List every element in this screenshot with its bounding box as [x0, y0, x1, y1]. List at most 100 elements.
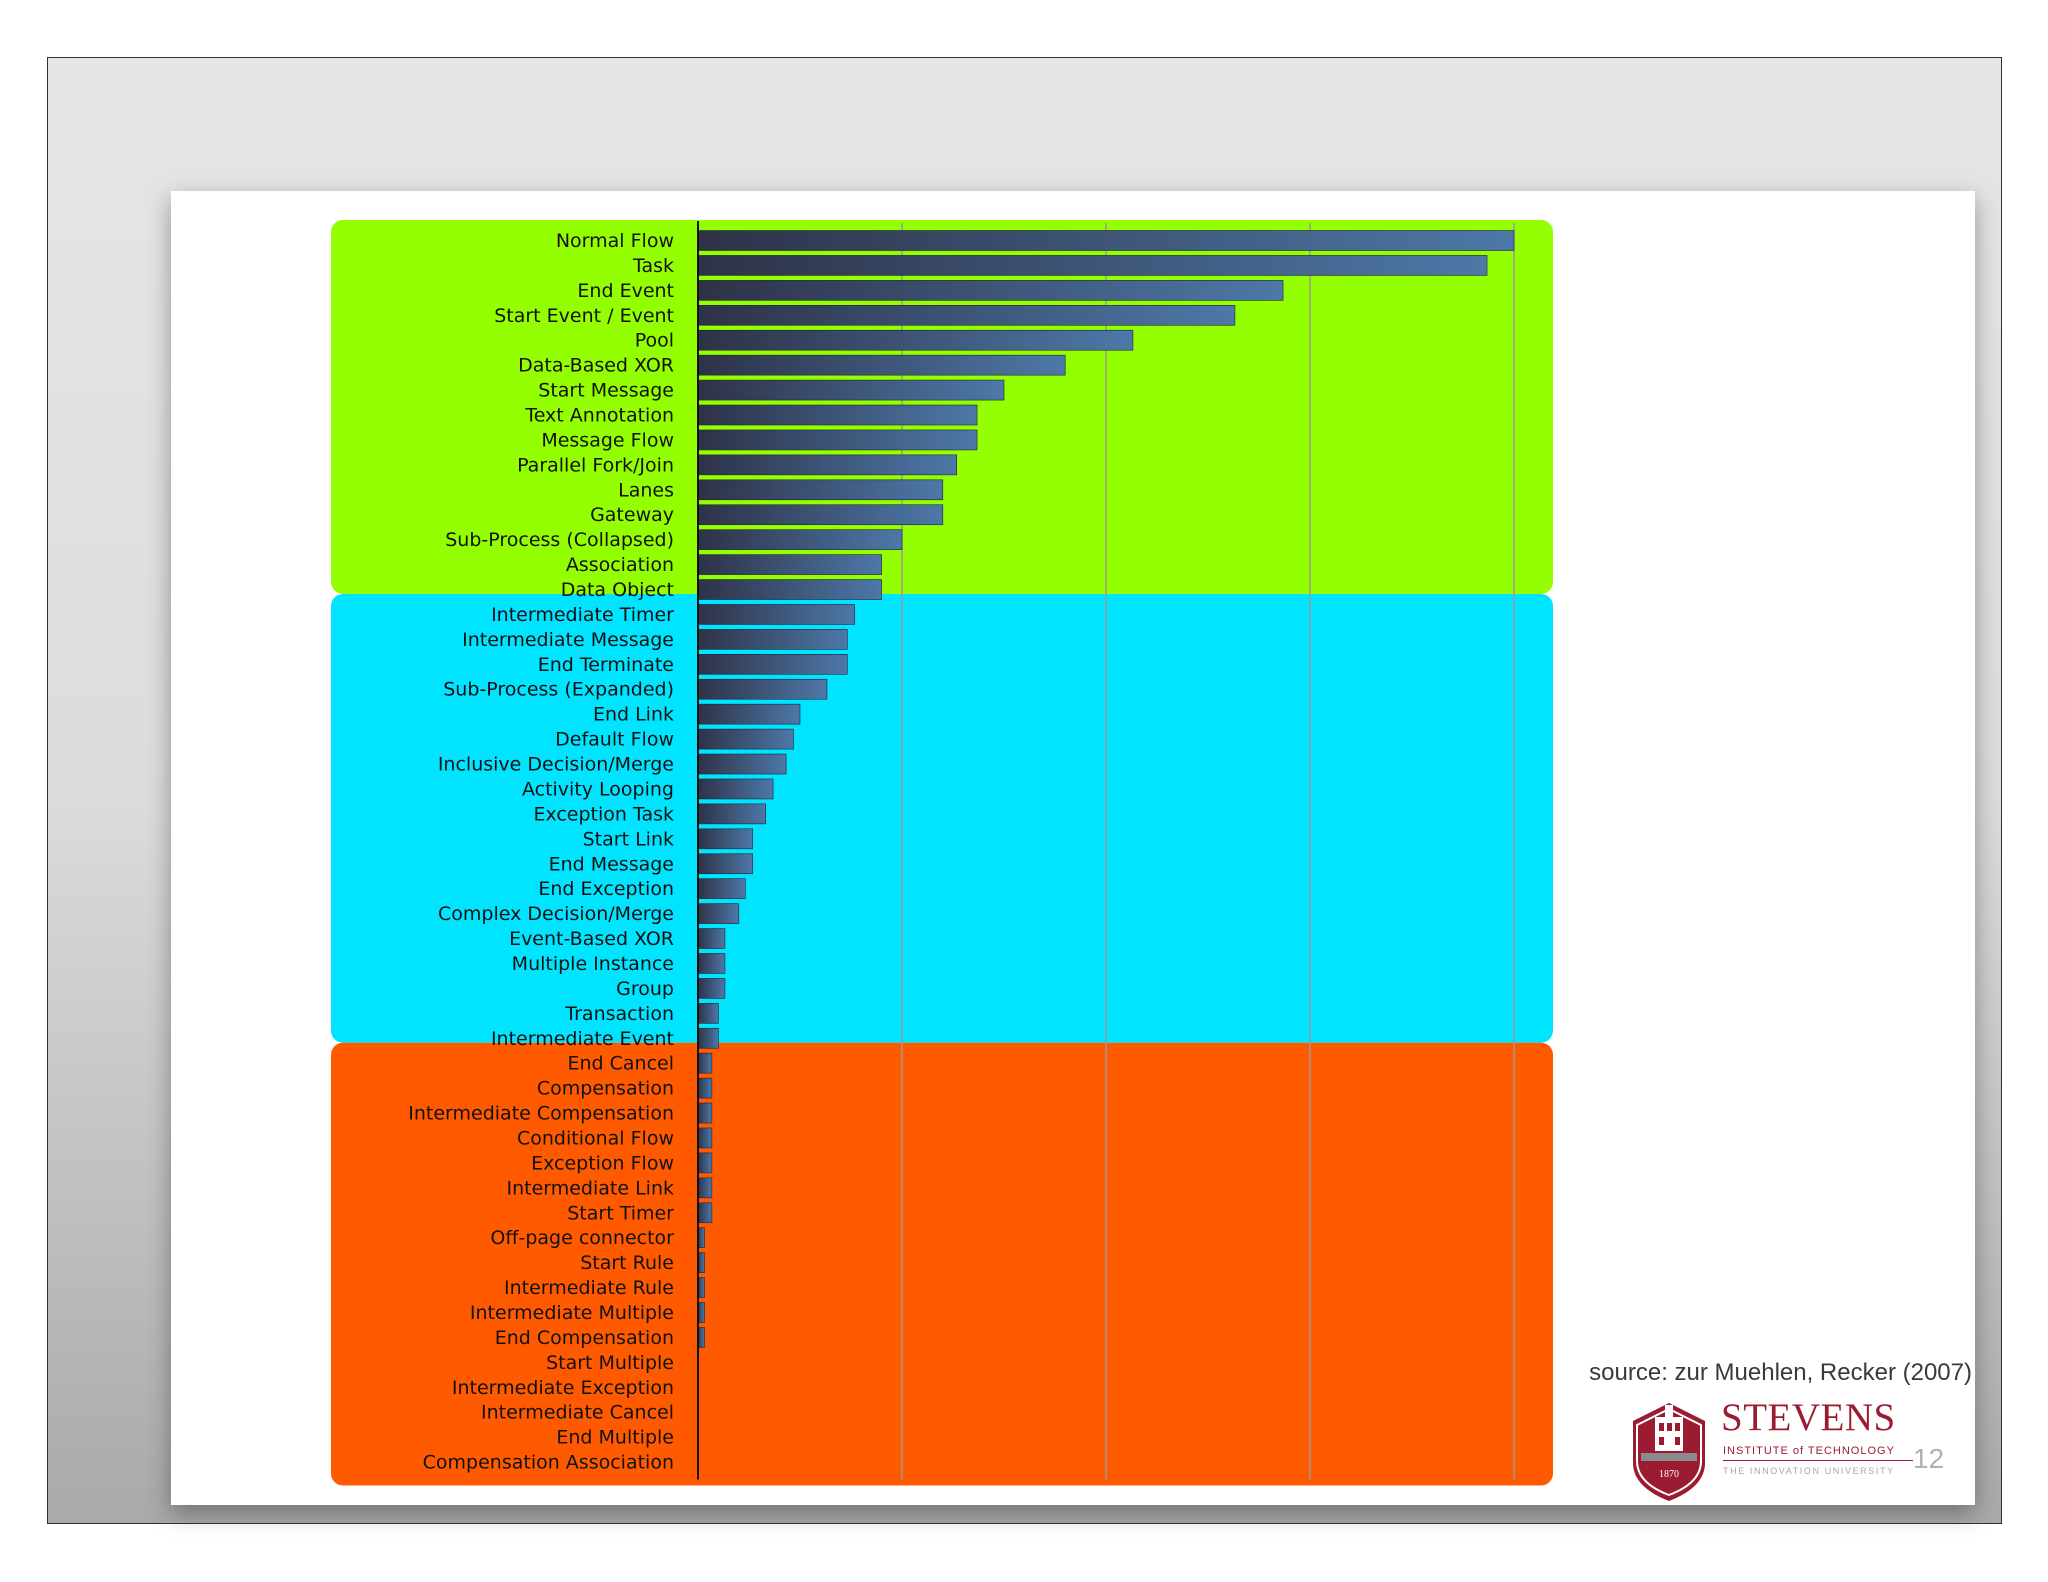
bar [697, 1077, 713, 1099]
category-label: End Message [549, 853, 674, 875]
category-label: Normal Flow [556, 230, 674, 252]
bar [697, 703, 801, 725]
logo-subtitle: INSTITUTE of TECHNOLOGY [1723, 1445, 1913, 1461]
category-label: Exception Task [533, 803, 674, 825]
category-label: End Event [577, 280, 674, 302]
category-label: Multiple Instance [512, 953, 674, 975]
category-label: End Terminate [538, 654, 674, 676]
bar [697, 953, 726, 974]
category-label: Association [566, 554, 674, 576]
category-label: Start Link [583, 828, 674, 850]
bar-chart: Normal Flow Task End Event Start Event / Ev… [331, 220, 1553, 1486]
bar [697, 230, 1515, 251]
bar [697, 878, 746, 899]
bar [697, 1027, 719, 1049]
category-label: Activity Looping [522, 778, 674, 800]
category-label: Start Rule [580, 1252, 674, 1274]
bar [697, 678, 828, 700]
category-label: Task [632, 255, 674, 277]
category-label: Start Event / Event [494, 305, 674, 327]
category-label: Text Annotation [524, 405, 674, 427]
category-label: Start Message [538, 380, 674, 402]
bar [697, 304, 1236, 326]
category-label: Intermediate Rule [504, 1277, 674, 1299]
category-label: Parallel Fork/Join [517, 454, 674, 476]
category-label: Intermediate Event [491, 1028, 674, 1050]
bar [697, 255, 1488, 276]
stevens-logo: 1870 STEVENS INSTITUTE of TECHNOLOGY THE… [1627, 1391, 1917, 1503]
logo-name: STEVENS [1721, 1396, 1896, 1439]
category-label: End Cancel [567, 1053, 674, 1075]
category-label: Exception Flow [531, 1152, 674, 1174]
category-label: Event-Based XOR [509, 928, 674, 950]
category-label: Off-page connector [490, 1227, 674, 1249]
bar [697, 1052, 713, 1074]
category-group-panel [331, 593, 1553, 1043]
bar [697, 1152, 713, 1174]
category-label: Compensation [537, 1078, 674, 1100]
bar [697, 853, 753, 875]
bar [697, 1202, 713, 1224]
shield-emblem-icon: 1870 [1633, 1403, 1705, 1501]
bar [697, 828, 753, 850]
bar [697, 329, 1134, 351]
category-label: Data Object [561, 579, 674, 601]
bar [697, 654, 848, 675]
category-label: Message Flow [541, 429, 674, 451]
category-label: Gateway [590, 504, 674, 526]
category-label: Compensation Association [423, 1452, 674, 1474]
slide-frame: Normal Flow Task End Event Start Event / Ev… [47, 57, 2002, 1524]
logo-year: 1870 [1659, 1469, 1679, 1480]
category-label: Inclusive Decision/Merge [438, 754, 674, 776]
bar [697, 554, 882, 575]
bar [697, 479, 944, 501]
category-label: Complex Decision/Merge [438, 903, 674, 925]
bar [697, 504, 944, 526]
bar [697, 529, 903, 550]
page-number: 12 [1913, 1443, 1945, 1474]
bar [697, 1127, 713, 1149]
logo-tagline: THE INNOVATION UNIVERSITY [1723, 1466, 1895, 1476]
bar [697, 978, 726, 999]
bar [697, 1003, 719, 1024]
bar [697, 728, 794, 750]
category-label: End Exception [538, 878, 674, 900]
category-label: Pool [635, 330, 674, 352]
bar [697, 579, 882, 600]
category-label: Sub-Process (Expanded) [443, 679, 674, 701]
category-label: Start Timer [567, 1202, 674, 1224]
category-group-panel [331, 1042, 1553, 1486]
category-label: Intermediate Multiple [470, 1302, 674, 1324]
category-label: End Multiple [556, 1427, 674, 1449]
bar [697, 604, 855, 625]
category-label: Start Multiple [546, 1352, 674, 1374]
category-label: Data-Based XOR [518, 355, 674, 377]
bar [697, 803, 767, 825]
source-caption: source: zur Muehlen, Recker (2007) [1589, 1359, 1972, 1386]
bar [697, 280, 1284, 301]
bar [697, 753, 787, 775]
slide: Normal Flow Task End Event Start Event / Ev… [171, 191, 1975, 1505]
category-label: Sub-Process (Collapsed) [445, 529, 674, 551]
bar [697, 903, 740, 924]
bar [697, 1102, 713, 1124]
category-label: Intermediate Exception [452, 1377, 674, 1399]
category-label: Intermediate Message [462, 629, 674, 651]
bar [697, 454, 957, 476]
bar [697, 778, 774, 800]
category-label: Intermediate Timer [491, 604, 674, 626]
bar [697, 1177, 713, 1199]
bar [697, 354, 1066, 376]
category-label: Intermediate Compensation [408, 1103, 674, 1125]
category-label: Default Flow [555, 729, 674, 751]
category-label: Intermediate Link [506, 1177, 674, 1199]
category-label: Group [616, 978, 674, 1000]
bar [697, 429, 978, 451]
bar [697, 404, 978, 426]
bar [697, 928, 726, 949]
bar [697, 379, 1005, 401]
category-label: Conditional Flow [517, 1127, 674, 1149]
category-label: End Link [593, 704, 674, 726]
category-label: Lanes [618, 479, 674, 501]
category-label: Intermediate Cancel [481, 1402, 674, 1424]
